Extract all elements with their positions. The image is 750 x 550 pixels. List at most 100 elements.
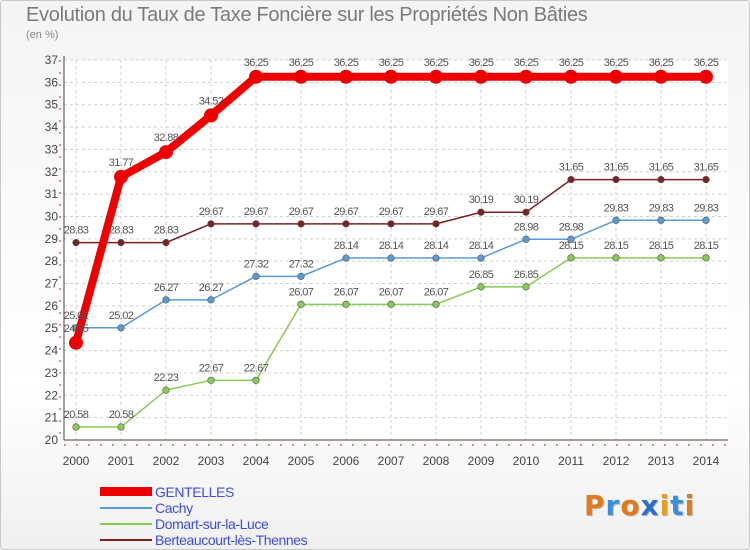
legend-item-cachy: Cachy (100, 500, 360, 516)
data-point (252, 220, 260, 228)
data-point (297, 300, 305, 308)
data-point (294, 69, 308, 84)
x-tick-label: 2013 (648, 454, 675, 468)
data-label: 28.14 (469, 240, 494, 252)
data-point (702, 175, 710, 184)
logo-letter: x (640, 489, 660, 522)
legend-swatch-berteaucourt (100, 539, 152, 541)
data-label: 26.07 (289, 286, 314, 298)
data-label: 29.67 (379, 206, 404, 218)
data-point (612, 175, 620, 184)
x-tick-label: 2005 (288, 454, 315, 468)
data-point (207, 376, 215, 384)
data-point (252, 272, 260, 280)
legend-label-cachy: Cachy (155, 500, 193, 516)
data-point (657, 254, 665, 262)
y-tick-label: 37 (45, 53, 59, 67)
legend-swatch-domart (100, 523, 152, 525)
x-tick-label: 2008 (423, 454, 450, 468)
y-tick-label: 35 (45, 98, 59, 112)
data-label: 29.67 (244, 206, 269, 218)
data-label: 36.25 (424, 57, 449, 69)
data-label: 31.65 (559, 162, 584, 174)
data-point (252, 376, 260, 384)
data-label: 34.52 (199, 95, 224, 107)
data-point (69, 335, 83, 350)
logo-letter: r (605, 489, 621, 522)
data-point (702, 216, 710, 224)
x-tick-label: 2011 (558, 454, 584, 468)
y-tick-label: 34 (45, 120, 59, 134)
y-tick-label: 24 (45, 344, 59, 358)
data-label: 29.83 (694, 202, 719, 214)
data-label: 26.85 (469, 269, 494, 281)
data-label: 28.15 (694, 240, 719, 252)
y-tick-label: 21 (45, 411, 59, 425)
logo-letter: o (620, 489, 641, 522)
data-point (297, 272, 305, 280)
data-label: 28.83 (64, 225, 89, 237)
data-point (117, 423, 125, 431)
data-point (702, 254, 710, 262)
data-label: 28.83 (154, 225, 179, 237)
data-label: 29.67 (289, 206, 314, 218)
data-point (567, 175, 575, 184)
y-tick-label: 26 (45, 299, 59, 313)
data-point (519, 69, 533, 84)
data-label: 28.15 (559, 240, 584, 252)
data-point (297, 220, 305, 228)
data-label: 36.25 (334, 57, 359, 69)
legend-item-domart: Domart-sur-la-Luce (100, 516, 360, 532)
data-point (342, 220, 350, 228)
data-label: 29.83 (649, 202, 674, 214)
data-point (387, 300, 395, 308)
data-point (477, 254, 485, 262)
data-point (657, 175, 665, 184)
data-point (609, 69, 623, 84)
x-tick-label: 2006 (333, 454, 360, 468)
data-point (429, 69, 443, 84)
y-tick-label: 31 (45, 187, 59, 201)
data-point (477, 208, 485, 216)
data-label: 25.02 (109, 310, 134, 322)
x-tick-label: 2002 (153, 454, 180, 468)
data-label: 36.25 (559, 57, 584, 69)
x-tick-label: 2007 (378, 454, 405, 468)
data-label: 26.07 (334, 286, 359, 298)
data-point (567, 235, 575, 243)
data-point (522, 283, 530, 291)
proxiti-logo: Proxiti (584, 489, 695, 522)
data-point (387, 254, 395, 262)
x-tick-label: 2003 (198, 454, 225, 468)
data-point (342, 254, 350, 262)
data-label: 29.67 (424, 206, 449, 218)
data-point (612, 216, 620, 224)
data-label: 36.25 (244, 57, 269, 69)
data-label: 26.07 (424, 286, 449, 298)
data-label: 28.14 (334, 240, 359, 252)
data-label: 28.98 (559, 221, 584, 233)
legend-swatch-gentelles (100, 487, 152, 496)
data-label: 32.88 (154, 132, 179, 144)
data-label: 36.25 (379, 57, 404, 69)
x-tick-label: 2009 (468, 454, 495, 468)
data-point (699, 69, 713, 84)
y-tick-label: 33 (45, 142, 59, 156)
plot-area (64, 60, 728, 440)
data-point (567, 254, 575, 262)
y-tick-label: 20 (45, 433, 59, 447)
data-point (432, 254, 440, 262)
data-label: 26.85 (514, 269, 539, 281)
logo-letter: i (659, 489, 671, 522)
data-point (204, 108, 218, 123)
logo-letter: i (684, 489, 696, 522)
data-label: 26.27 (199, 282, 224, 294)
data-label: 36.25 (604, 57, 629, 69)
data-label: 26.27 (154, 282, 179, 294)
data-label: 31.77 (109, 157, 134, 169)
data-point (339, 69, 353, 84)
data-label: 28.15 (604, 240, 629, 252)
data-point (564, 69, 578, 84)
legend-label-domart: Domart-sur-la-Luce (155, 516, 269, 532)
